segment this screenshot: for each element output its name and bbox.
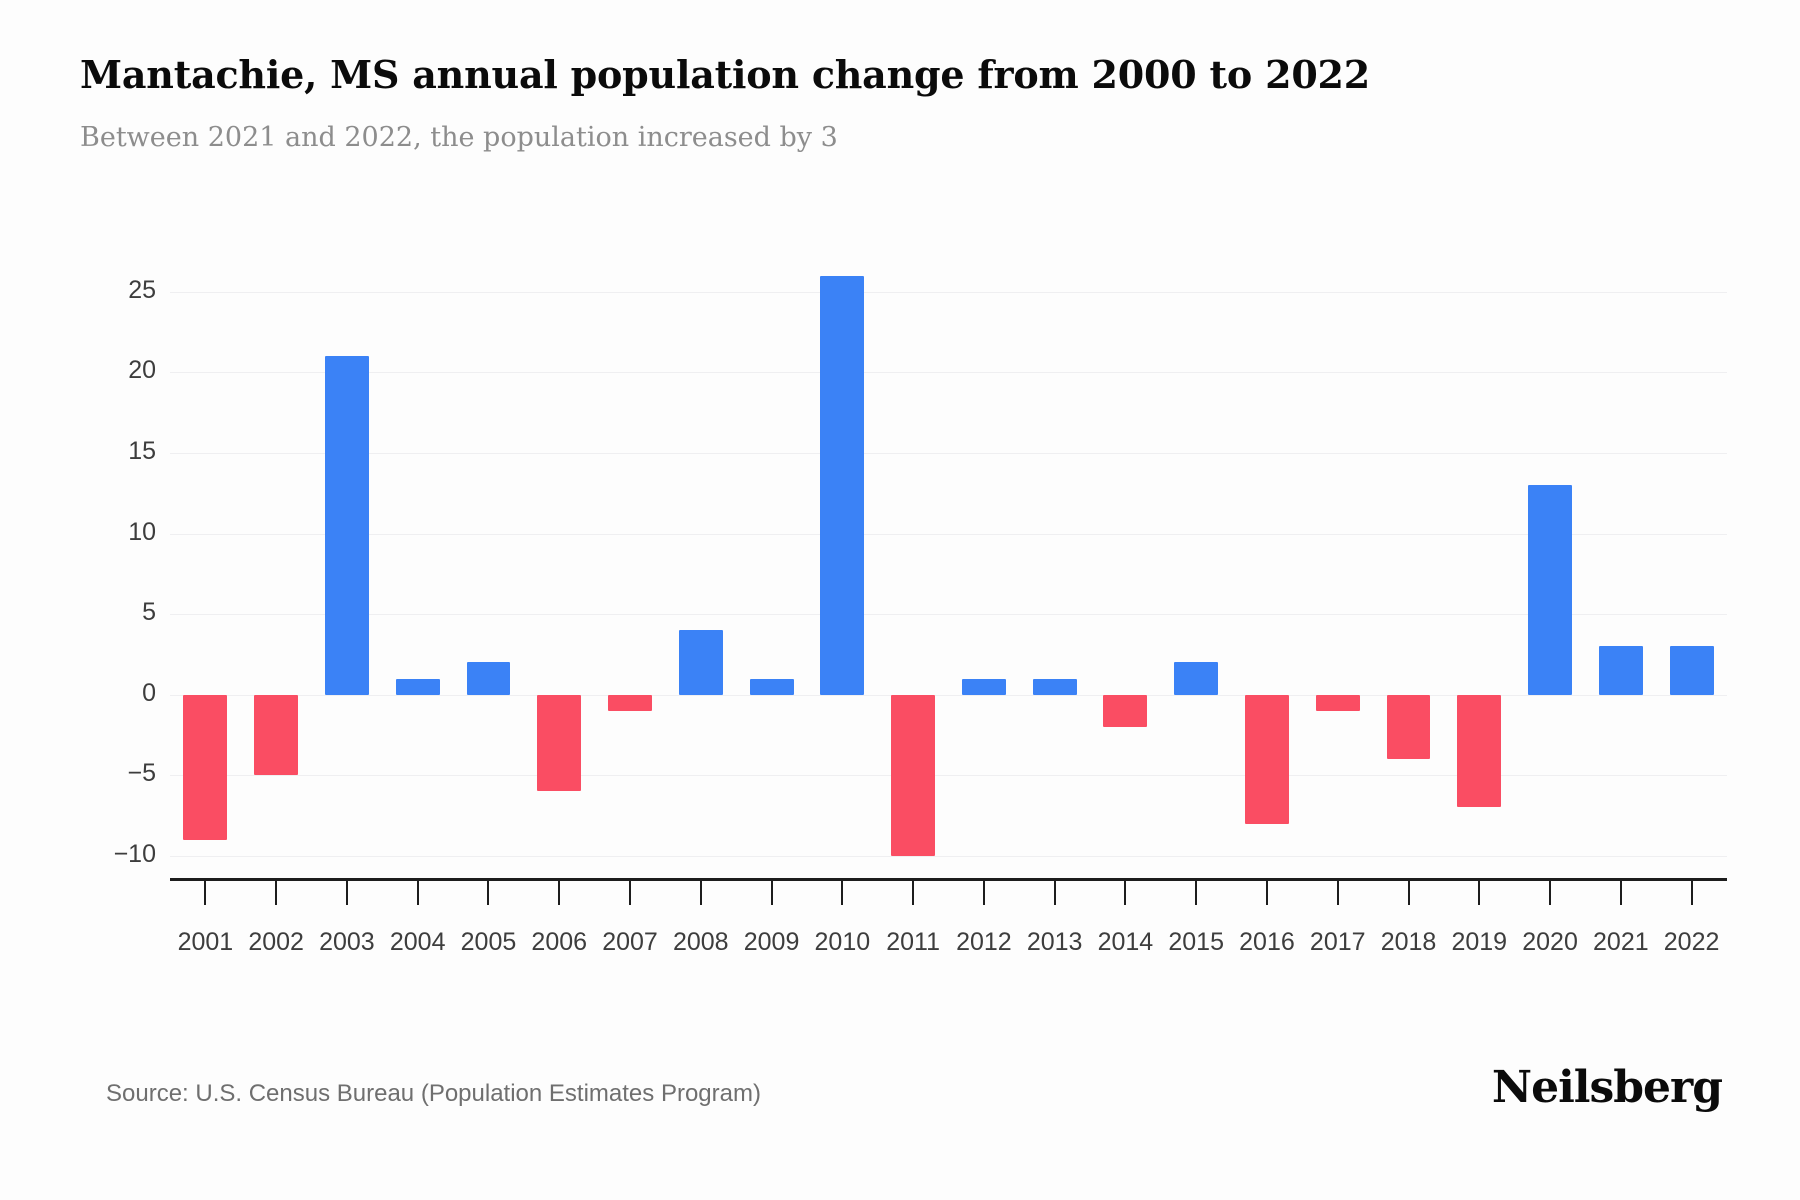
- y-axis-tick-label: 20: [128, 356, 156, 385]
- bar-2011[interactable]: [891, 694, 936, 856]
- x-axis-tick: [1478, 878, 1481, 905]
- x-axis-tick: [1265, 878, 1268, 905]
- x-axis-tick-label-2002: 2002: [248, 928, 304, 956]
- x-axis-tick: [1195, 878, 1198, 905]
- bar-2014[interactable]: [1103, 694, 1148, 727]
- y-gridline: [170, 775, 1727, 777]
- y-gridline: [170, 453, 1727, 455]
- bar-2018[interactable]: [1386, 694, 1431, 760]
- bar-2001[interactable]: [183, 694, 228, 840]
- x-axis-tick: [1619, 878, 1622, 905]
- bar-2013[interactable]: [1032, 678, 1077, 695]
- y-gridline: [170, 855, 1727, 857]
- x-axis-tick-label-2021: 2021: [1593, 928, 1649, 956]
- y-axis-tick-label: −5: [127, 759, 156, 788]
- bar-2020[interactable]: [1528, 485, 1572, 695]
- x-axis-tick-label-2005: 2005: [460, 928, 517, 956]
- x-axis-tick-label-2013: 2013: [1026, 928, 1083, 956]
- y-gridline: [170, 614, 1727, 616]
- x-axis-line: [170, 878, 1727, 881]
- x-axis-tick: [841, 878, 844, 905]
- y-axis-tick-label: 15: [128, 437, 156, 466]
- x-axis-tick-label-2007: 2007: [602, 928, 658, 956]
- x-axis-tick: [416, 878, 419, 905]
- y-gridline: [170, 694, 1727, 696]
- x-axis-tick-label-2006: 2006: [531, 928, 588, 956]
- brand-logo: Neilsberg: [1491, 1062, 1723, 1113]
- bar-2002[interactable]: [254, 694, 299, 776]
- y-axis-tick-label: 5: [142, 598, 156, 627]
- y-gridline: [170, 291, 1727, 293]
- y-axis-tick-label: 0: [142, 678, 156, 707]
- x-axis-tick: [1407, 878, 1410, 905]
- chart-subtitle: Between 2021 and 2022, the population in…: [80, 122, 838, 153]
- x-axis-tick: [1053, 878, 1056, 905]
- bar-2009[interactable]: [749, 678, 794, 695]
- bar-2007[interactable]: [608, 694, 652, 711]
- x-axis-tick: [1549, 878, 1552, 905]
- bar-2005[interactable]: [466, 662, 511, 695]
- x-axis-tick: [204, 878, 207, 905]
- x-axis-tick: [770, 878, 773, 905]
- x-axis-tick: [345, 878, 348, 905]
- x-axis-tick: [912, 878, 915, 905]
- x-axis-tick-label-2018: 2018: [1380, 928, 1437, 956]
- x-axis-tick: [629, 878, 632, 905]
- bar-2004[interactable]: [395, 678, 440, 695]
- bar-2008[interactable]: [678, 630, 723, 695]
- x-axis-tick: [1124, 878, 1127, 905]
- x-axis-tick: [487, 878, 490, 905]
- x-axis-tick-label-2020: 2020: [1522, 928, 1578, 956]
- x-axis-tick-label-2009: 2009: [743, 928, 800, 956]
- x-axis-tick-label-2004: 2004: [389, 928, 446, 956]
- x-axis-tick-label-2003: 2003: [319, 928, 375, 956]
- x-axis-tick-label-2019: 2019: [1451, 928, 1508, 956]
- y-axis-tick-label: 10: [128, 517, 156, 546]
- x-axis-tick: [699, 878, 702, 905]
- bar-2019[interactable]: [1457, 694, 1502, 808]
- x-axis-tick-label-2016: 2016: [1239, 928, 1295, 956]
- y-axis-tick-label: −10: [113, 839, 156, 868]
- bar-2021[interactable]: [1598, 646, 1643, 695]
- x-axis-tick-label-2017: 2017: [1309, 928, 1366, 956]
- x-axis-tick-label-2012: 2012: [956, 928, 1012, 956]
- x-axis-tick: [558, 878, 561, 905]
- x-axis-tick: [1690, 878, 1693, 905]
- page-title: Mantachie, MS annual population change f…: [80, 52, 1371, 97]
- source-note: Source: U.S. Census Bureau (Population E…: [106, 1080, 761, 1107]
- bar-2022[interactable]: [1669, 646, 1714, 695]
- bar-2017[interactable]: [1315, 694, 1360, 711]
- x-axis-tick: [1336, 878, 1339, 905]
- bar-2003[interactable]: [324, 356, 369, 695]
- bar-2015[interactable]: [1174, 662, 1219, 695]
- bar-2010[interactable]: [820, 275, 865, 695]
- x-axis-tick-label-2022: 2022: [1663, 928, 1720, 956]
- y-gridline: [170, 533, 1727, 535]
- x-axis-tick-label-2008: 2008: [672, 928, 729, 956]
- x-axis-tick-label-2014: 2014: [1097, 928, 1154, 956]
- x-axis-tick: [982, 878, 985, 905]
- bar-2006[interactable]: [537, 694, 582, 792]
- x-axis-tick-label-2015: 2015: [1168, 928, 1224, 956]
- x-axis-tick-label-2001: 2001: [177, 928, 234, 956]
- y-gridline: [170, 372, 1727, 374]
- bar-2016[interactable]: [1245, 694, 1289, 824]
- plot-area: [170, 250, 1727, 880]
- x-axis-tick-label-2011: 2011: [886, 928, 940, 956]
- y-axis-tick-label: 25: [128, 275, 156, 304]
- bar-2012[interactable]: [961, 678, 1006, 695]
- x-axis-tick-label-2010: 2010: [814, 928, 871, 956]
- x-axis-tick: [275, 878, 278, 905]
